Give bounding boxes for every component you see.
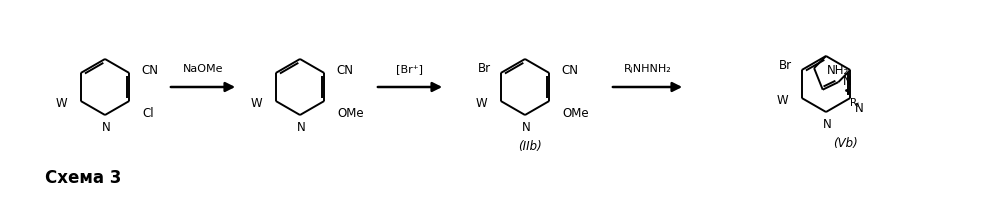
Text: Схема 3: Схема 3	[45, 168, 122, 186]
Text: Cl: Cl	[143, 106, 154, 119]
Text: CN: CN	[561, 64, 578, 77]
Text: (IIb): (IIb)	[518, 139, 542, 152]
Text: N: N	[843, 74, 852, 87]
Text: NH₂: NH₂	[826, 63, 849, 76]
Text: N: N	[102, 120, 111, 133]
Text: N: N	[522, 120, 530, 133]
Text: Rⱼ: Rⱼ	[850, 98, 859, 108]
Text: N: N	[296, 120, 305, 133]
Text: N: N	[822, 118, 831, 130]
Text: [Br⁺]: [Br⁺]	[396, 64, 423, 74]
Text: CN: CN	[336, 64, 353, 77]
Text: Br: Br	[778, 59, 791, 72]
Text: OMe: OMe	[562, 106, 589, 119]
Text: CN: CN	[142, 64, 159, 77]
Text: RⱼNHNH₂: RⱼNHNH₂	[624, 64, 672, 74]
Text: (Vb): (Vb)	[832, 136, 857, 149]
Text: N: N	[855, 102, 864, 114]
Text: Br: Br	[478, 62, 491, 75]
Text: OMe: OMe	[337, 106, 364, 119]
Text: NaOMe: NaOMe	[183, 64, 224, 74]
Text: W: W	[55, 97, 67, 110]
Text: W: W	[475, 97, 487, 110]
Text: W: W	[250, 97, 261, 110]
Text: W: W	[776, 94, 787, 107]
